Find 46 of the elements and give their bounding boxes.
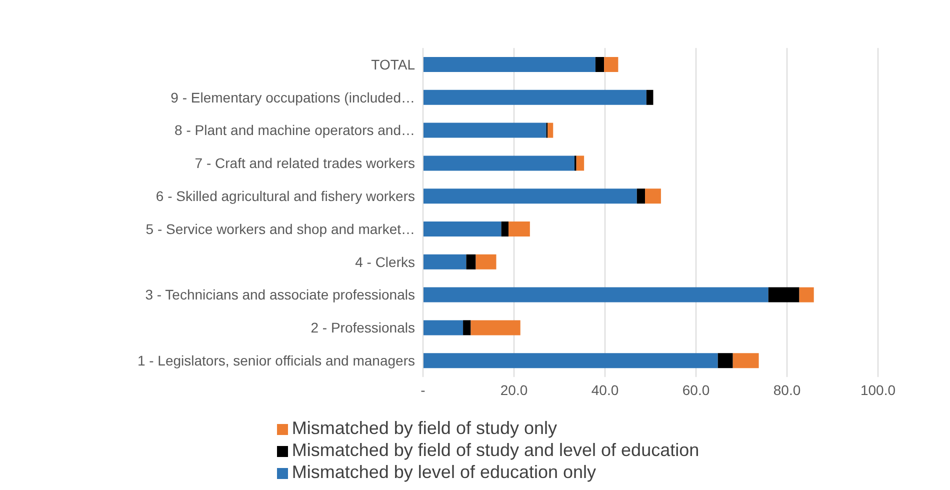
bar [423, 188, 637, 204]
y-tick-label: 9 - Elementary occupations (included… [170, 89, 415, 106]
bar [463, 320, 471, 336]
y-tick-label: TOTAL [371, 56, 416, 72]
legend-label: Mismatched by field of study only [292, 418, 557, 438]
x-tick-label: 100.0 [860, 382, 896, 398]
y-tick-label: 1 - Legislators, senior officials and managers [137, 352, 415, 369]
y-tick-label: 2 - Professionals [310, 320, 415, 336]
bar [645, 188, 661, 204]
bar [799, 287, 814, 302]
legend-label: Mismatched by field of study and level of education [292, 440, 700, 460]
x-tick-label: 40.0 [591, 382, 619, 398]
bar [604, 57, 618, 72]
x-tick-label: 60.0 [682, 382, 710, 398]
bar [423, 320, 464, 336]
x-tick-label: 80.0 [773, 382, 801, 398]
bar [548, 122, 554, 138]
bar [423, 353, 718, 368]
bar [423, 254, 466, 270]
y-tick-label: 7 - Craft and related trades workers [194, 155, 415, 172]
bar [470, 320, 520, 336]
bar [423, 122, 546, 138]
bar [595, 57, 604, 72]
bar [732, 353, 759, 368]
bar [768, 287, 800, 302]
y-tick-label: 5 - Service workers and shop and market… [146, 220, 415, 237]
bar [576, 156, 584, 171]
y-tick-label: 6 - Skilled agricultural and fishery workers [156, 188, 415, 204]
legend-label: Mismatched by level of education only [292, 462, 596, 482]
bar [423, 287, 768, 302]
bar [466, 254, 476, 270]
bar [423, 222, 502, 236]
bar [423, 156, 575, 171]
x-tick-label: - [420, 382, 426, 398]
bar [501, 222, 509, 236]
y-tick-label: 8 - Plant and machine operators and… [174, 122, 415, 138]
bar [636, 188, 646, 204]
y-tick-label: 3 - Technicians and associate professionals [145, 286, 415, 303]
bar [476, 254, 496, 270]
x-tick-label: 20.0 [500, 382, 528, 398]
bar [423, 90, 646, 105]
bar [646, 90, 654, 105]
bar [508, 222, 530, 236]
bar [423, 57, 596, 72]
y-tick-label: 4 - Clerks [355, 254, 415, 270]
bar [718, 353, 733, 368]
